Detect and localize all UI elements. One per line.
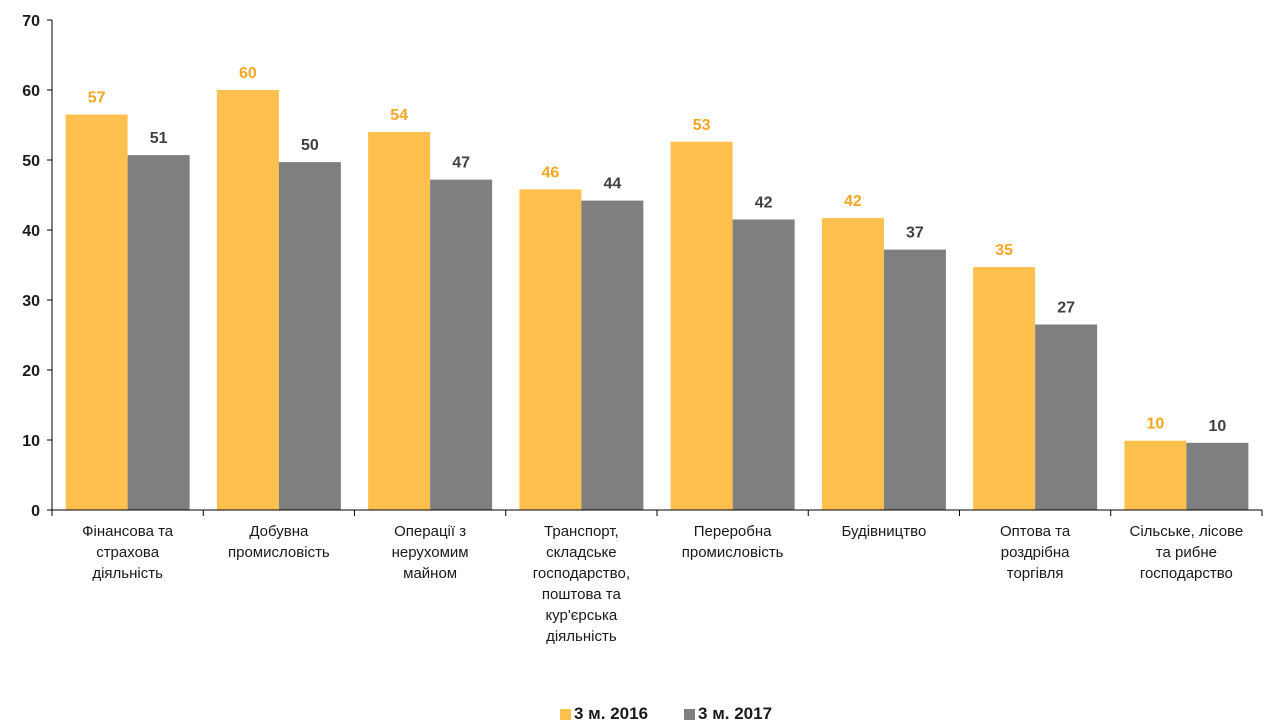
data-label: 10 bbox=[1146, 416, 1164, 433]
bar-2016 bbox=[519, 189, 582, 510]
x-category-label: Оптова та роздрібна торгівля bbox=[1000, 523, 1071, 582]
bar-2016 bbox=[216, 90, 279, 510]
legend-label-2017: 3 м. 2017 bbox=[698, 704, 773, 723]
bar-2016 bbox=[821, 218, 884, 510]
y-tick-label: 30 bbox=[22, 293, 40, 310]
bars bbox=[65, 90, 1249, 511]
bar-2017 bbox=[883, 249, 946, 510]
x-category-label: Переробна промисловість bbox=[682, 523, 784, 561]
bar-chart: 0 10 20 30 40 50 60 70 57 51 60 50 54 47 46 44 53 42 42 37… bbox=[22, 13, 1263, 645]
x-category-label-line: та рибне bbox=[1156, 544, 1217, 561]
bar-2016 bbox=[973, 267, 1036, 510]
data-label: 47 bbox=[452, 155, 470, 172]
data-label: 27 bbox=[1057, 300, 1075, 317]
x-category-label-line: роздрібна bbox=[1001, 544, 1070, 561]
data-label: 37 bbox=[906, 225, 924, 242]
bar-2017 bbox=[430, 179, 493, 510]
x-category-label: Сільське, лісове та рибне господарство bbox=[1130, 523, 1244, 582]
x-category-label-line: промисловість bbox=[682, 544, 784, 561]
bar-2017 bbox=[581, 200, 644, 510]
bar-2017 bbox=[127, 155, 190, 510]
x-category-label-line: поштова та bbox=[542, 586, 622, 603]
data-label: 51 bbox=[150, 130, 168, 147]
legend: 3 м. 2016 3 м. 2017 bbox=[560, 704, 772, 724]
value-labels: 57 51 60 50 54 47 46 44 53 42 42 37 35 27 10 10 bbox=[88, 65, 1227, 435]
x-category-label-line: діяльність bbox=[92, 565, 163, 582]
x-category-label-line: торгівля bbox=[1007, 565, 1064, 582]
data-label: 44 bbox=[603, 176, 621, 193]
data-label: 50 bbox=[301, 137, 319, 154]
bar-2017 bbox=[732, 219, 795, 510]
y-axis: 0 10 20 30 40 50 60 70 bbox=[22, 13, 53, 520]
y-tick-label: 40 bbox=[22, 223, 40, 240]
x-category-label-line: Оптова та bbox=[1000, 523, 1071, 540]
x-category-label-line: Будівництво bbox=[841, 523, 926, 540]
x-category-label-line: Переробна bbox=[694, 523, 772, 540]
x-category-label-line: Добувна bbox=[249, 523, 309, 540]
bar-2016 bbox=[1124, 440, 1187, 510]
y-tick-label: 50 bbox=[22, 153, 40, 170]
x-category-label-line: господарство bbox=[1140, 565, 1233, 582]
x-category-label-line: майном bbox=[403, 565, 457, 582]
data-label: 54 bbox=[390, 107, 408, 124]
data-label: 57 bbox=[88, 90, 106, 107]
data-label: 46 bbox=[541, 164, 559, 181]
y-tick-label: 10 bbox=[22, 433, 40, 450]
x-category-label-line: кур'єрська bbox=[545, 607, 617, 624]
data-label: 10 bbox=[1208, 418, 1226, 435]
y-tick-label: 0 bbox=[31, 503, 40, 520]
x-category-label-line: страхова bbox=[96, 544, 160, 561]
x-category-label: Будівництво bbox=[841, 523, 926, 540]
bar-2016 bbox=[368, 132, 431, 510]
data-label: 35 bbox=[995, 242, 1013, 259]
x-category-label-line: Фінансова та bbox=[82, 523, 174, 540]
x-category-label-line: складське bbox=[546, 544, 616, 561]
y-tick-label: 60 bbox=[22, 83, 40, 100]
x-category-label-line: промисловість bbox=[228, 544, 330, 561]
bar-2017 bbox=[1035, 324, 1098, 510]
x-category-label: Транспорт, складське господарство, поштова … bbox=[533, 523, 630, 645]
data-label: 53 bbox=[693, 117, 711, 134]
y-tick-label: 70 bbox=[22, 13, 40, 30]
x-category-label: Добувна промисловість bbox=[228, 523, 330, 561]
legend-swatch-2016 bbox=[560, 708, 571, 720]
legend-label-2016: 3 м. 2016 bbox=[574, 704, 649, 723]
x-category-label-line: Операції з bbox=[394, 523, 466, 540]
x-category-label-line: господарство, bbox=[533, 565, 630, 582]
legend-item-2016: 3 м. 2016 bbox=[560, 704, 648, 724]
x-category-label-line: діяльність bbox=[546, 628, 617, 645]
bar-2016 bbox=[65, 114, 128, 510]
x-axis: Фінансова та страхова діяльність Добувна про… bbox=[51, 509, 1263, 645]
data-label: 42 bbox=[844, 193, 862, 210]
x-category-label-line: нерухомим bbox=[392, 544, 469, 561]
x-category-label-line: Сільське, лісове bbox=[1130, 523, 1244, 540]
data-label: 60 bbox=[239, 65, 257, 82]
x-category-label: Операції з нерухомим майном bbox=[392, 523, 469, 582]
bar-2017 bbox=[278, 162, 341, 510]
legend-swatch-2017 bbox=[684, 708, 696, 720]
data-label: 42 bbox=[755, 195, 773, 212]
y-tick-label: 20 bbox=[22, 363, 40, 380]
x-category-label: Фінансова та страхова діяльність bbox=[82, 523, 174, 582]
bar-2016 bbox=[670, 141, 733, 511]
x-category-label-line: Транспорт, bbox=[544, 523, 619, 540]
legend-item-2017: 3 м. 2017 bbox=[684, 704, 772, 724]
bar-2017 bbox=[1186, 442, 1249, 510]
